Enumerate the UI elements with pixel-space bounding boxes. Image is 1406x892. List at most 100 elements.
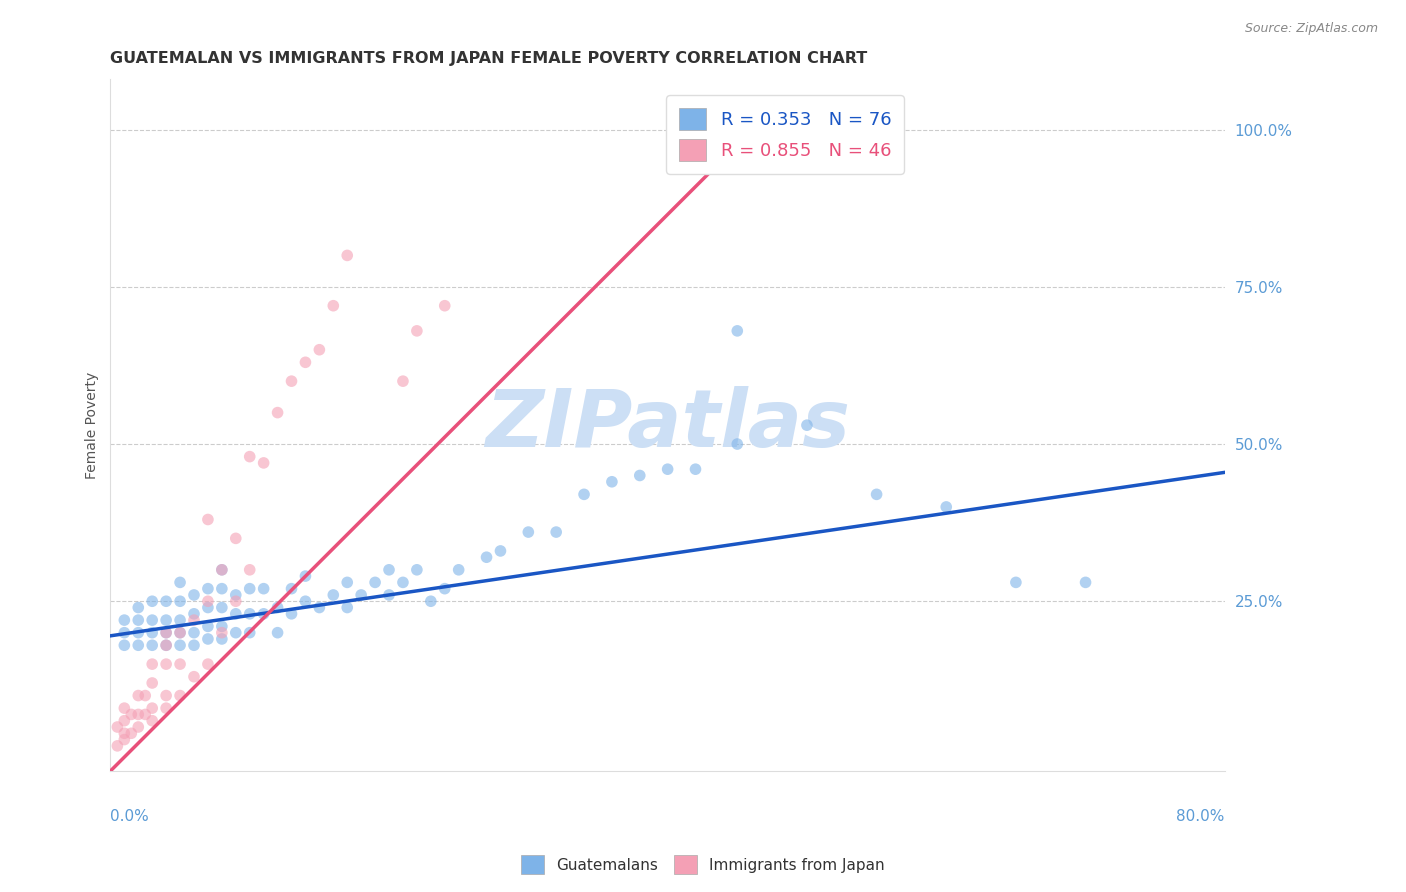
Point [169,638,191,652]
Point [294,569,316,583]
Point [105,739,128,753]
Point [447,563,470,577]
Point [336,248,359,262]
Point [155,594,177,608]
Point [239,563,262,577]
Point [134,707,156,722]
Point [211,563,233,577]
Text: ZIPatlas: ZIPatlas [485,386,851,464]
Point [266,600,288,615]
Point [211,563,233,577]
Point [197,657,219,672]
Point [725,437,748,451]
Point [657,462,679,476]
Point [155,625,177,640]
Point [127,689,149,703]
Point [378,588,401,602]
Point [197,512,219,526]
Point [211,619,233,633]
Point [197,632,219,646]
Point [141,676,163,690]
Point [197,619,219,633]
Point [308,343,330,357]
Point [239,607,262,621]
Point [155,625,177,640]
Point [239,450,262,464]
Y-axis label: Female Poverty: Female Poverty [86,372,100,479]
Point [120,726,142,740]
Point [169,625,191,640]
Point [112,613,135,627]
Point [433,582,456,596]
Legend: R = 0.353   N = 76, R = 0.855   N = 46: R = 0.353 N = 76, R = 0.855 N = 46 [666,95,904,174]
Point [392,575,415,590]
Point [127,625,149,640]
Point [308,600,330,615]
Point [475,550,498,565]
Point [141,625,163,640]
Point [141,701,163,715]
Point [155,613,177,627]
Point [350,588,373,602]
Point [120,707,142,722]
Point [225,594,247,608]
Point [336,575,359,590]
Point [294,355,316,369]
Point [266,406,288,420]
Point [127,638,149,652]
Point [112,701,135,715]
Point [141,613,163,627]
Point [1005,575,1028,590]
Point [280,607,302,621]
Point [155,657,177,672]
Point [155,701,177,715]
Point [225,532,247,546]
Point [134,689,156,703]
Point [225,588,247,602]
Point [628,468,651,483]
Point [322,299,344,313]
Point [127,707,149,722]
Point [253,456,276,470]
Point [322,588,344,602]
Point [183,625,205,640]
Point [266,625,288,640]
Point [141,594,163,608]
Point [183,588,205,602]
Point [433,299,456,313]
Point [141,638,163,652]
Point [127,613,149,627]
Point [392,374,415,388]
Point [155,638,177,652]
Point [1074,575,1097,590]
Point [183,670,205,684]
Point [141,714,163,728]
Point [225,607,247,621]
Point [685,462,707,476]
Point [517,524,540,539]
Point [419,594,441,608]
Point [141,657,163,672]
Point [336,600,359,615]
Point [239,582,262,596]
Point [169,594,191,608]
Point [211,632,233,646]
Text: GUATEMALAN VS IMMIGRANTS FROM JAPAN FEMALE POVERTY CORRELATION CHART: GUATEMALAN VS IMMIGRANTS FROM JAPAN FEMA… [111,51,868,66]
Point [572,487,595,501]
Point [169,689,191,703]
Point [127,720,149,734]
Point [280,582,302,596]
Point [364,575,387,590]
Point [183,638,205,652]
Point [600,475,623,489]
Point [865,487,887,501]
Point [127,600,149,615]
Point [378,563,401,577]
Point [112,726,135,740]
Legend: Guatemalans, Immigrants from Japan: Guatemalans, Immigrants from Japan [516,849,890,880]
Point [197,600,219,615]
Point [169,575,191,590]
Point [935,500,957,514]
Point [211,582,233,596]
Point [725,324,748,338]
